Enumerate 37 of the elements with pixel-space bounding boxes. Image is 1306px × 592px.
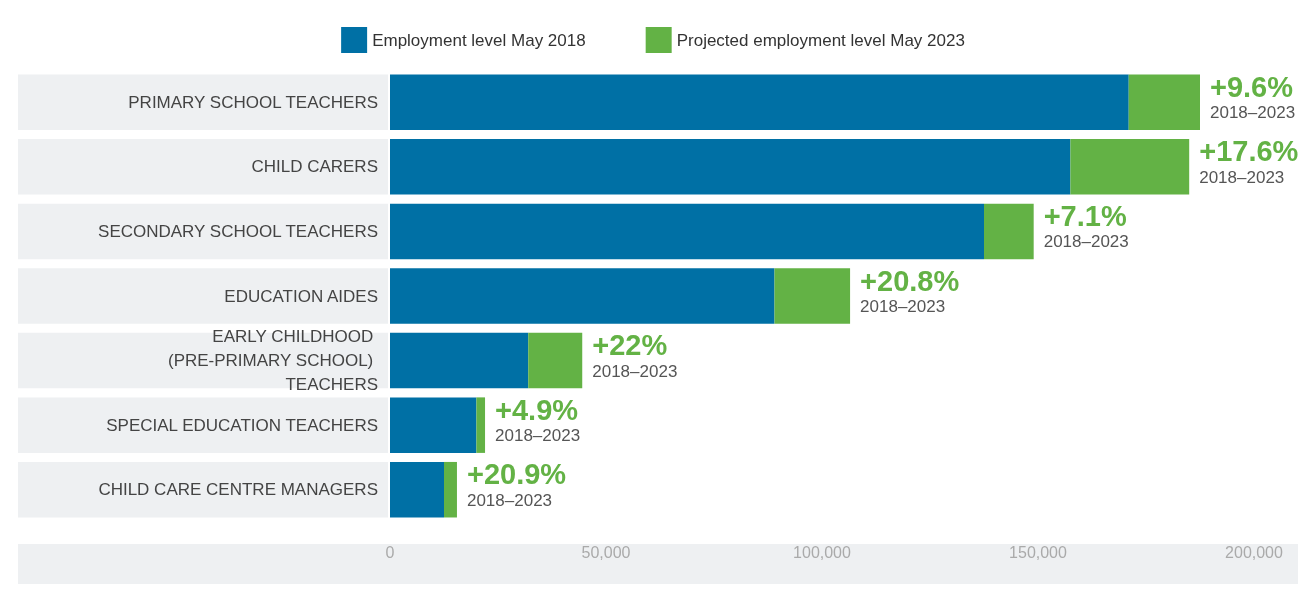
y-tick-label: CHILD CARERS: [251, 157, 378, 177]
x-tick-label: 50,000: [581, 543, 631, 561]
annotation: +20.8%: [860, 264, 960, 297]
bar: [984, 203, 1034, 260]
annotation: 2018–2023: [1043, 232, 1129, 252]
annotation: 2018–2023: [495, 426, 581, 446]
annotation: 2018–2023: [860, 297, 946, 316]
x-tick-label: 200,000: [1225, 543, 1284, 561]
bar: [390, 397, 477, 453]
annotation: +9.6%: [1210, 70, 1294, 103]
legend-label: Employment level May 2018: [372, 30, 586, 50]
bar: [774, 268, 851, 324]
y-tick-label: EARLY CHILDHOOD (PRE-PRIMARY SCHOOL) TEACHERS: [167, 327, 378, 395]
x-tick-label: 150,000: [1009, 543, 1068, 561]
bar: [444, 461, 457, 518]
bar: [528, 332, 583, 389]
y-tick-label: CHILD CARE CENTRE MANAGERS: [98, 480, 378, 500]
annotation: +20.9%: [466, 458, 567, 491]
annotation: 2018–2023: [1199, 167, 1285, 187]
y-tick-label: SECONDARY SCHOOL TEACHERS: [98, 221, 378, 241]
bar: [1070, 139, 1190, 195]
annotation: 2018–2023: [592, 361, 678, 381]
annotation: +22%: [592, 329, 668, 362]
annotation: +7.1%: [1043, 199, 1127, 232]
x-tick-label: 0: [385, 543, 395, 561]
bar: [390, 461, 444, 518]
annotation: 2018–2023: [466, 490, 553, 510]
x-tick-label: 100,000: [793, 543, 852, 561]
bar: [1128, 74, 1200, 131]
annotation: 2018–2023: [1210, 103, 1296, 123]
bar: [476, 397, 486, 453]
annotation: +4.9%: [495, 393, 579, 426]
y-tick-label: SPECIAL EDUCATION TEACHERS: [106, 415, 378, 435]
y-tick-label: EDUCATION AIDES: [224, 286, 378, 306]
annotation: +17.6%: [1199, 135, 1299, 168]
legend-label: Projected employment level May 2023: [676, 30, 965, 50]
y-tick-label: PRIMARY SCHOOL TEACHERS: [128, 92, 378, 112]
